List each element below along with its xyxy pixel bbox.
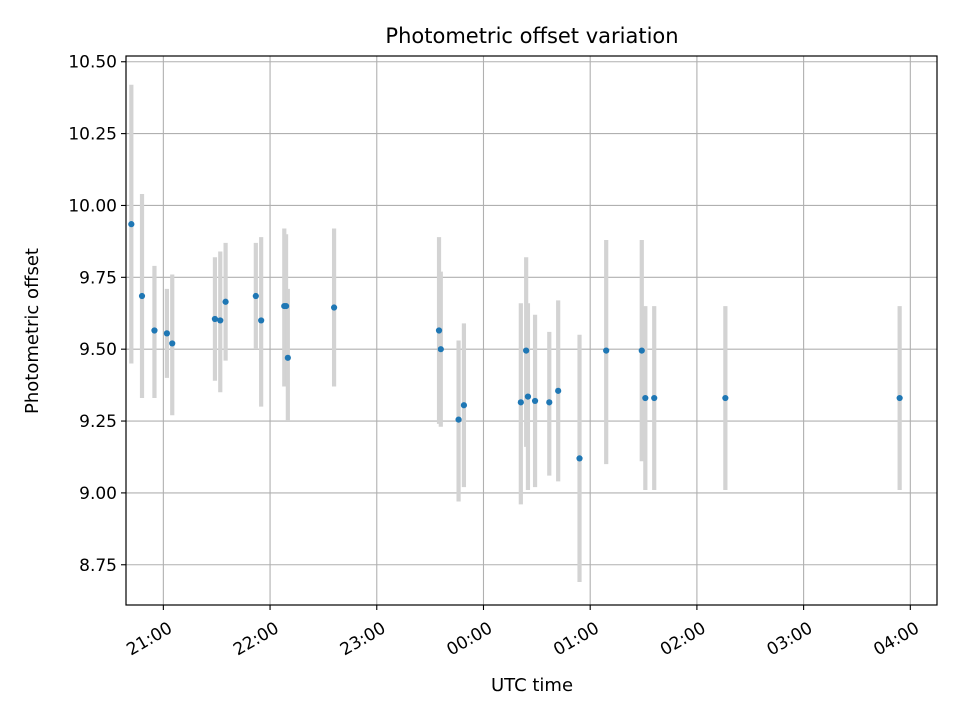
data-point — [642, 394, 649, 402]
data-point — [555, 387, 562, 394]
data-point — [517, 399, 524, 406]
y-tick-label: 9.75 — [79, 268, 117, 288]
y-tick-label: 10.25 — [68, 125, 117, 145]
data-point — [252, 292, 259, 300]
data-point — [151, 327, 158, 334]
data-point — [651, 394, 658, 402]
plot-frame — [125, 55, 938, 606]
data-point — [330, 304, 338, 311]
data-point — [163, 330, 171, 337]
data-point — [455, 416, 462, 423]
y-tick-label: 8.75 — [79, 556, 117, 576]
y-axis-ticks: 8.75 9.00 9.25 9.50 9.75 10.00 10.25 10.50 — [68, 53, 126, 576]
data-point — [546, 399, 553, 406]
data-point — [217, 317, 224, 324]
data-point — [211, 315, 219, 323]
y-tick-label: 9.50 — [79, 340, 117, 360]
data-point — [169, 340, 176, 347]
data-point — [258, 317, 265, 324]
y-tick-label: 10.00 — [68, 196, 117, 216]
data-point — [523, 347, 530, 354]
data-point — [282, 302, 290, 310]
data-point — [437, 346, 444, 353]
data-point — [524, 393, 532, 400]
x-axis-label: UTC time — [491, 675, 573, 696]
data-point — [435, 327, 443, 334]
data-points — [128, 221, 903, 462]
y-axis-label: Photometric offset — [22, 248, 43, 414]
data-point — [638, 347, 645, 354]
y-tick-label: 9.00 — [79, 484, 117, 504]
data-point — [222, 298, 229, 305]
data-point — [531, 397, 539, 405]
y-tick-label: 9.25 — [79, 412, 117, 432]
data-point — [460, 402, 468, 409]
chart-title: Photometric offset variation — [385, 24, 678, 48]
data-point — [576, 455, 583, 462]
y-tick-label: 10.50 — [68, 53, 117, 73]
grid — [126, 56, 937, 605]
data-point — [128, 221, 135, 228]
data-point — [603, 347, 610, 354]
data-point — [284, 354, 291, 361]
data-point — [138, 292, 146, 300]
data-point — [722, 394, 729, 402]
data-point — [896, 394, 903, 402]
